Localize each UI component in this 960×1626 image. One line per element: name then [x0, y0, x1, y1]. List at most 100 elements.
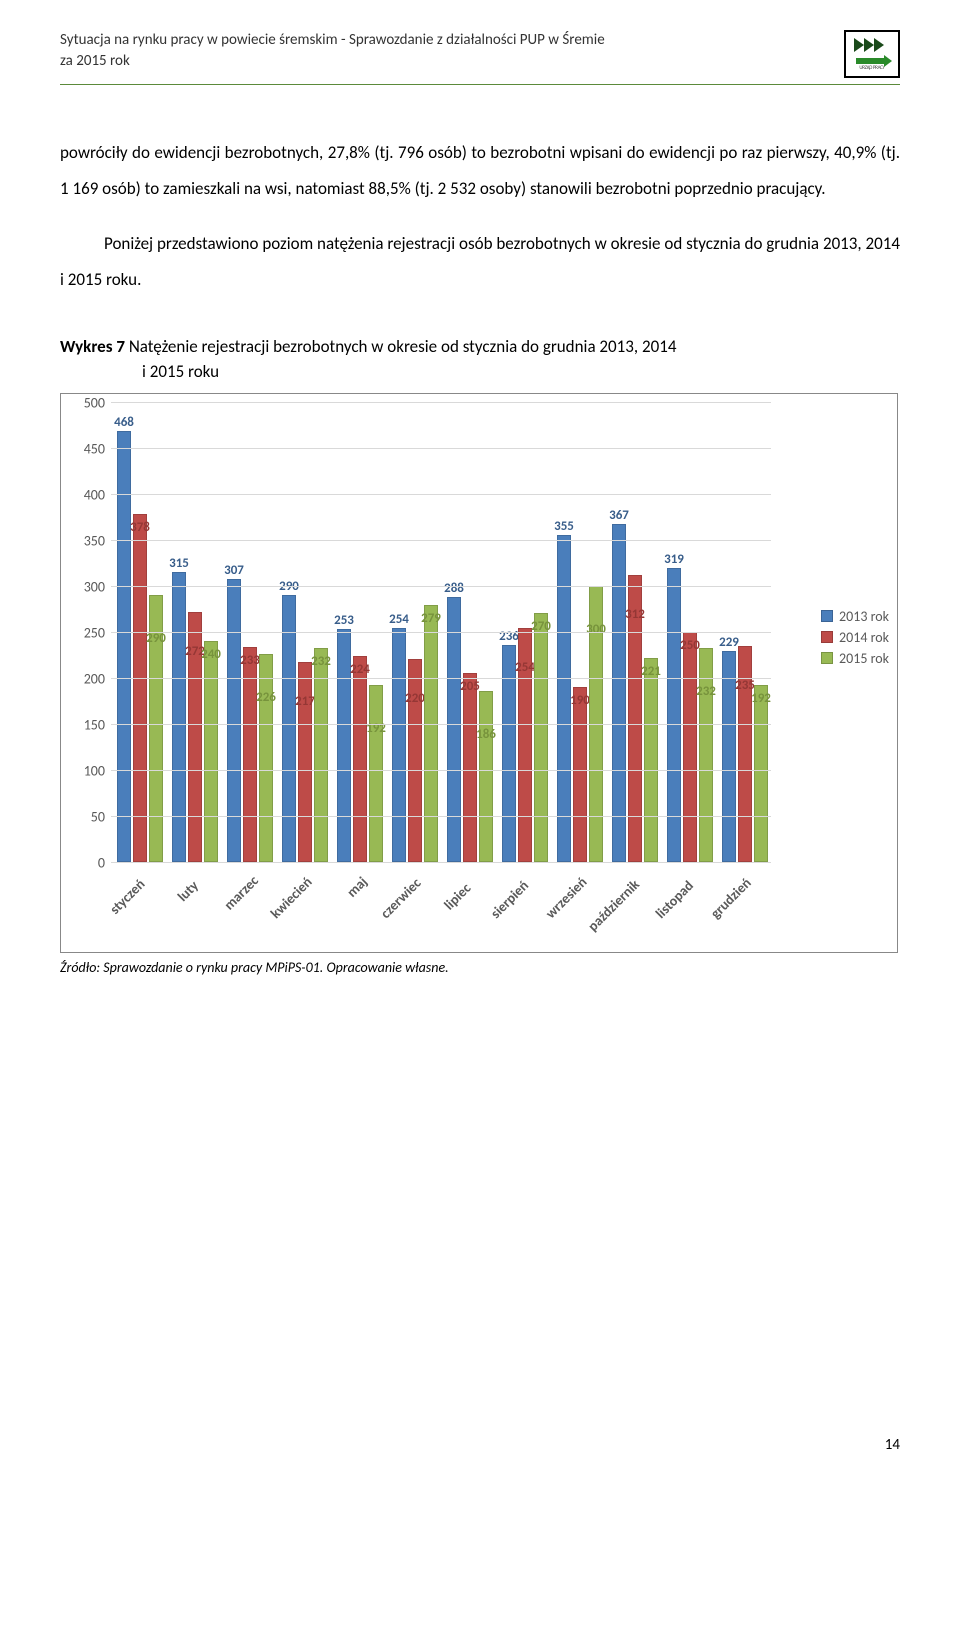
bar: [259, 654, 273, 862]
x-tick-label: luty: [174, 877, 202, 905]
bar-value-label: 319: [664, 552, 684, 567]
bar: [298, 662, 312, 862]
x-tick-label: sierpień: [487, 877, 532, 922]
y-tick-label: 450: [67, 440, 111, 457]
legend-swatch: [821, 610, 833, 622]
legend-label: 2014 rok: [839, 629, 889, 646]
legend-swatch: [821, 652, 833, 664]
header-text: Sytuacja na rynku pracy w powiecie śrems…: [60, 30, 832, 72]
bar: [463, 673, 477, 862]
logo-label: URZĄD PRACY: [859, 65, 884, 71]
bar-value-label: 315: [169, 556, 189, 571]
gridline: 300: [111, 586, 771, 587]
x-tick-label: maj: [343, 873, 370, 900]
bar-value-label: 300: [586, 622, 606, 637]
bar: [754, 685, 768, 862]
bar-value-label: 217: [295, 694, 315, 709]
bar: [314, 648, 328, 861]
bar: [369, 685, 383, 862]
bar-value-label: 254: [515, 660, 535, 675]
bar: [479, 691, 493, 862]
bar-value-label: 355: [554, 519, 574, 534]
bar: [172, 572, 186, 862]
bar-value-label: 378: [130, 520, 150, 535]
chart-legend: 2013 rok 2014 rok 2015 rok: [821, 604, 889, 671]
y-tick-label: 200: [67, 670, 111, 687]
bar-value-label: 220: [405, 691, 425, 706]
y-tick-label: 50: [67, 808, 111, 825]
x-tick-label: lipiec: [441, 879, 475, 913]
bar: [557, 535, 571, 862]
bar-value-label: 307: [224, 563, 244, 578]
bar: [699, 648, 713, 861]
bar: [573, 687, 587, 862]
bar-chart: 4683782903152722403072332262902172322532…: [60, 393, 898, 953]
x-tick-label: październik: [584, 876, 643, 935]
gridline: 400: [111, 494, 771, 495]
page-number: 14: [60, 1436, 900, 1454]
employment-office-logo: URZĄD PRACY: [844, 30, 900, 78]
gridline: 200: [111, 678, 771, 679]
y-tick-label: 150: [67, 716, 111, 733]
bar: [424, 605, 438, 862]
bar-value-label: 190: [570, 693, 590, 708]
bar: [117, 431, 131, 862]
bar: [227, 579, 241, 861]
bar: [534, 613, 548, 861]
bar: [644, 658, 658, 861]
bar-value-label: 279: [421, 611, 441, 626]
y-tick-label: 350: [67, 532, 111, 549]
bar: [667, 568, 681, 861]
header-line-1: Sytuacja na rynku pracy w powiecie śrems…: [60, 31, 605, 49]
bar-value-label: 312: [625, 607, 645, 622]
bar-value-label: 240: [201, 647, 221, 662]
gridline: 350: [111, 540, 771, 541]
bar-value-label: 192: [751, 691, 771, 706]
bar: [204, 641, 218, 862]
bar: [612, 524, 626, 862]
bar-value-label: 468: [114, 415, 134, 430]
bar-value-label: 367: [609, 508, 629, 523]
gridline: 450: [111, 448, 771, 449]
bar-value-label: 254: [389, 612, 409, 627]
gridline: 50: [111, 816, 771, 817]
x-tick-label: czerwiec: [377, 874, 424, 921]
y-tick-label: 0: [67, 854, 111, 871]
chart-caption-title-1: Natężenie rejestracji bezrobotnych w okr…: [125, 336, 676, 357]
paragraph-1: powróciły do ewidencji bezrobotnych, 27,…: [60, 135, 900, 206]
x-tick-label: wrzesień: [542, 873, 590, 921]
page-header: Sytuacja na rynku pracy w powiecie śrems…: [60, 30, 900, 85]
bar-value-label: 288: [444, 581, 464, 596]
bar-value-label: 232: [311, 654, 331, 669]
legend-label: 2013 rok: [839, 608, 889, 625]
bar-value-label: 253: [334, 613, 354, 628]
logo-graphic: [852, 38, 892, 64]
legend-swatch: [821, 631, 833, 643]
bar-value-label: 232: [696, 684, 716, 699]
y-tick-label: 400: [67, 486, 111, 503]
bar: [722, 651, 736, 862]
bar-value-label: 290: [146, 631, 166, 646]
bar-value-label: 224: [350, 662, 370, 677]
bar: [282, 595, 296, 862]
gridline: 500: [111, 402, 771, 403]
legend-item: 2014 rok: [821, 629, 889, 646]
bar: [683, 632, 697, 862]
bar: [408, 659, 422, 861]
bar-value-label: 186: [476, 727, 496, 742]
bar: [337, 629, 351, 862]
bar-value-label: 233: [240, 653, 260, 668]
bar-value-label: 205: [460, 679, 480, 694]
x-axis-labels: styczeńlutymarzeckwiecieńmajczerwieclipi…: [111, 866, 771, 946]
gridline: 250: [111, 632, 771, 633]
chart-caption-lead: Wykres 7: [60, 336, 125, 357]
bar-value-label: 229: [719, 635, 739, 650]
y-tick-label: 500: [67, 394, 111, 411]
header-line-2: za 2015 rok: [60, 52, 130, 70]
bar: [447, 597, 461, 862]
legend-label: 2015 rok: [839, 650, 889, 667]
x-tick-label: marzec: [221, 872, 262, 913]
chart-caption: Wykres 7 Natężenie rejestracji bezrobotn…: [60, 334, 900, 385]
x-tick-label: listopad: [652, 877, 697, 922]
bar-value-label: 250: [680, 638, 700, 653]
